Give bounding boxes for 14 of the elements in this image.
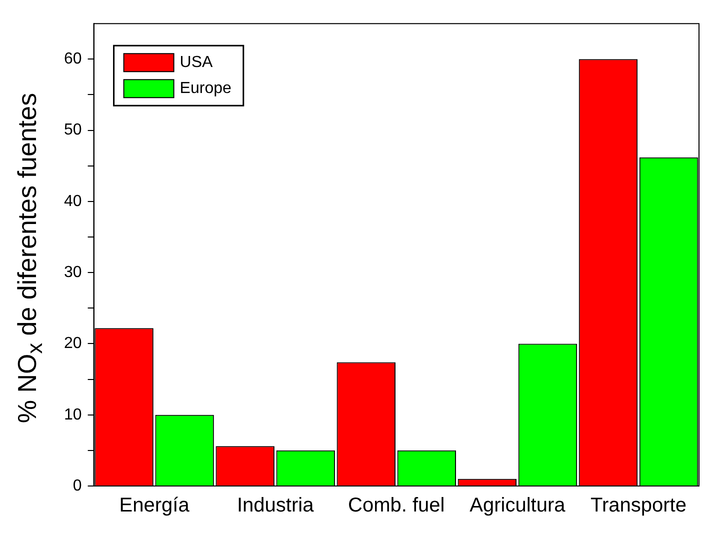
legend-label: USA xyxy=(180,54,214,72)
x-tick-label: Comb. fuel xyxy=(348,494,445,517)
x-tick-label: Transporte xyxy=(590,494,686,517)
y-tick-label: 40 xyxy=(64,192,82,210)
x-tick-label: Industria xyxy=(237,494,315,517)
y-tick-label: 30 xyxy=(64,264,82,281)
legend-label: Europe xyxy=(180,80,232,98)
y-tick-label: 10 xyxy=(64,406,82,424)
y-tick-label: 0 xyxy=(72,477,82,494)
y-tick-label: 50 xyxy=(64,122,82,139)
x-tick-label: Agricultura xyxy=(470,494,566,517)
x-tick-label: Energía xyxy=(119,494,190,517)
y-tick-label: 60 xyxy=(64,50,82,68)
y-tick-label: 20 xyxy=(64,335,82,352)
